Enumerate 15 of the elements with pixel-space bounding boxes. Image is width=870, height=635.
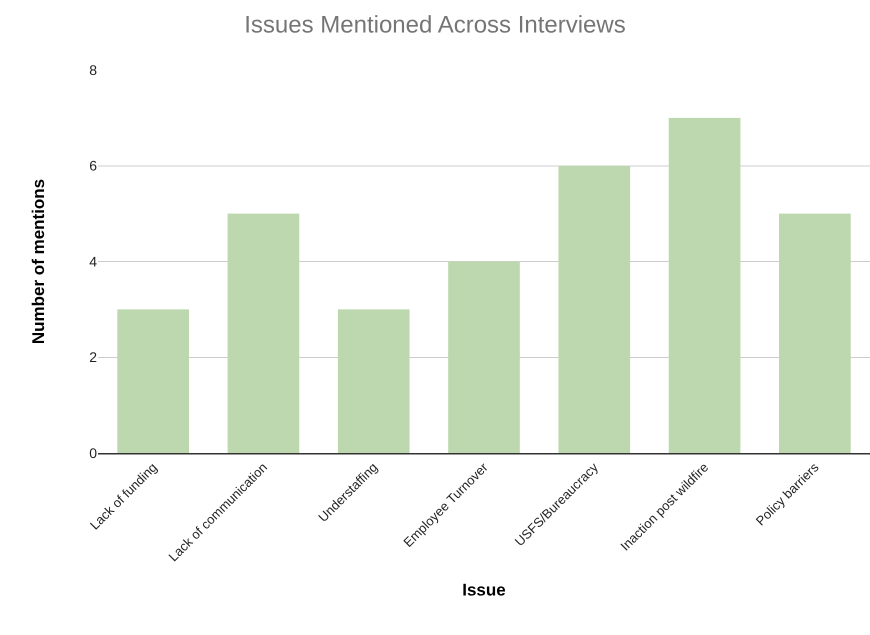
bar [779, 214, 851, 453]
bar [558, 166, 630, 453]
chart-title: Issues Mentioned Across Interviews [244, 12, 626, 39]
bar [338, 309, 410, 453]
bar [668, 118, 740, 453]
y-tick-label: 6 [89, 158, 98, 174]
y-tick-label: 8 [89, 62, 98, 78]
y-tick-label: 2 [89, 349, 98, 366]
bar [117, 309, 189, 453]
bar [448, 262, 520, 453]
x-axis-title: Issue [462, 580, 506, 600]
y-tick-label: 4 [89, 253, 98, 270]
y-tick-label: 0 [89, 444, 98, 461]
bar [228, 214, 300, 453]
y-axis-title: Number of mentions [28, 178, 48, 344]
